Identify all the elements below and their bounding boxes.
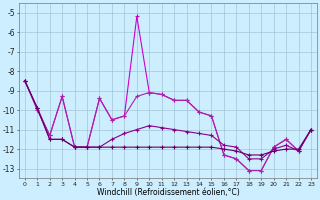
- X-axis label: Windchill (Refroidissement éolien,°C): Windchill (Refroidissement éolien,°C): [97, 188, 239, 197]
